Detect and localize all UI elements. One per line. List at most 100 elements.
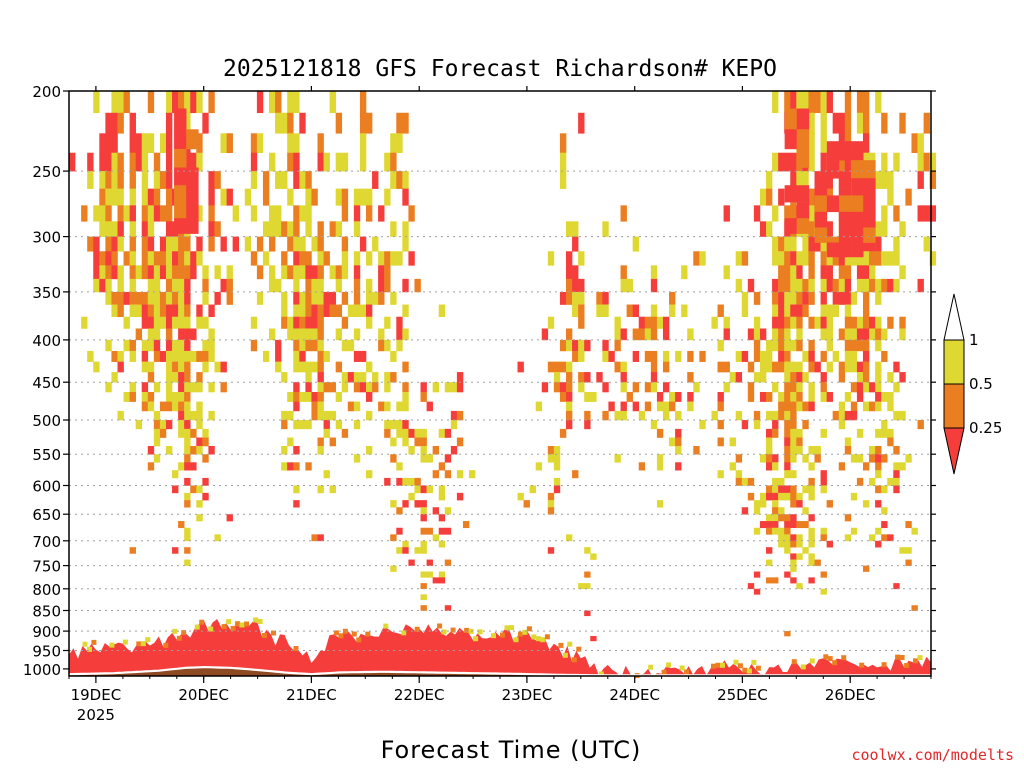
ri-cell (547, 547, 555, 554)
ri-cell (172, 470, 179, 479)
ri-cell (632, 304, 640, 318)
ri-cell (129, 278, 136, 293)
ri-cell (111, 112, 118, 134)
ri-cell (317, 152, 324, 172)
ri-cell (796, 583, 803, 590)
ri-cell (796, 521, 803, 529)
ri-cell (893, 278, 900, 293)
ri-cell (875, 372, 882, 383)
ri-cell (772, 514, 779, 522)
ri-cell (172, 304, 179, 318)
ri-cell (899, 328, 906, 341)
ri-cell (559, 382, 567, 393)
ri-cell (790, 251, 797, 266)
ri-cell (753, 571, 761, 578)
ri-cell (820, 278, 827, 293)
ri-cell (784, 462, 791, 471)
ri-cell (784, 420, 791, 430)
ri-cell (153, 410, 161, 421)
ri-cell (735, 470, 743, 479)
ri-cell (790, 171, 797, 189)
ri-cell (766, 485, 773, 494)
ri-cell (869, 534, 876, 542)
ri-cell (808, 477, 815, 486)
ri-cell (408, 477, 415, 486)
ri-cell (129, 112, 136, 134)
ri-cell (111, 221, 118, 237)
ri-cell (147, 328, 155, 341)
ri-cell (396, 328, 403, 341)
ri-cell (832, 304, 840, 318)
ri-cell (299, 420, 306, 430)
ri-cell (526, 626, 532, 632)
ri-cell (796, 265, 803, 280)
ri-cell (856, 382, 864, 393)
ri-cell (875, 291, 882, 305)
ri-cell (729, 437, 736, 447)
ri-cell (408, 559, 415, 566)
ri-cell (820, 236, 827, 252)
ri-cell (190, 328, 197, 341)
ri-cell (184, 382, 191, 393)
ri-cell (766, 428, 773, 438)
ri-cell (165, 188, 173, 206)
ri-cell (147, 462, 155, 471)
ri-cell (432, 470, 440, 479)
ri-cell (359, 372, 367, 383)
ri-cell (802, 420, 809, 430)
ri-cell (250, 133, 258, 153)
ri-cell (190, 91, 197, 114)
ri-cell (656, 454, 664, 463)
ri-cell (684, 669, 690, 675)
ri-cell (772, 152, 779, 172)
ri-cell (420, 594, 427, 601)
ri-cell (572, 265, 579, 280)
ri-cell (165, 133, 173, 153)
ri-cell (153, 316, 161, 329)
ri-cell (784, 534, 791, 542)
ri-cell (869, 445, 876, 455)
ri-cell (456, 382, 464, 393)
ri-cell (826, 141, 840, 161)
ri-cell (202, 428, 209, 438)
ri-cell (913, 658, 918, 664)
ri-cell (862, 328, 870, 341)
ri-cell (614, 316, 621, 329)
ri-cell (759, 361, 767, 373)
ri-cell (178, 428, 185, 438)
ri-cell (881, 485, 888, 494)
ri-cell (178, 291, 185, 305)
ri-cell (105, 112, 112, 134)
ri-cell (163, 642, 169, 648)
ri-cell (626, 278, 633, 293)
ri-cell (753, 410, 761, 421)
ri-cell (372, 382, 379, 393)
ri-cell (742, 667, 748, 673)
ri-cell (650, 350, 658, 362)
ri-cell (578, 316, 585, 329)
ri-cell (784, 437, 791, 447)
ri-cell (675, 428, 682, 438)
ri-cell (796, 428, 803, 438)
ri-cell (140, 641, 146, 647)
ri-cell (305, 316, 312, 329)
ri-cell (384, 401, 391, 412)
ri-cell (402, 428, 409, 438)
ri-cell (790, 514, 797, 522)
ri-cell (796, 278, 803, 293)
ri-cell (887, 251, 894, 266)
ri-cell (856, 372, 864, 383)
ri-cell (796, 500, 803, 508)
ri-cell (153, 251, 161, 266)
ri-cell (208, 410, 215, 421)
ri-cell (159, 205, 167, 222)
ri-cell (208, 626, 214, 632)
ri-cell (887, 392, 894, 402)
ri-cell (820, 372, 827, 383)
ri-cell (178, 361, 185, 373)
ri-cell (208, 221, 215, 237)
ri-cell (675, 437, 682, 447)
ri-cell (184, 559, 191, 566)
ri-cell (862, 500, 870, 508)
ri-cell (862, 133, 870, 153)
